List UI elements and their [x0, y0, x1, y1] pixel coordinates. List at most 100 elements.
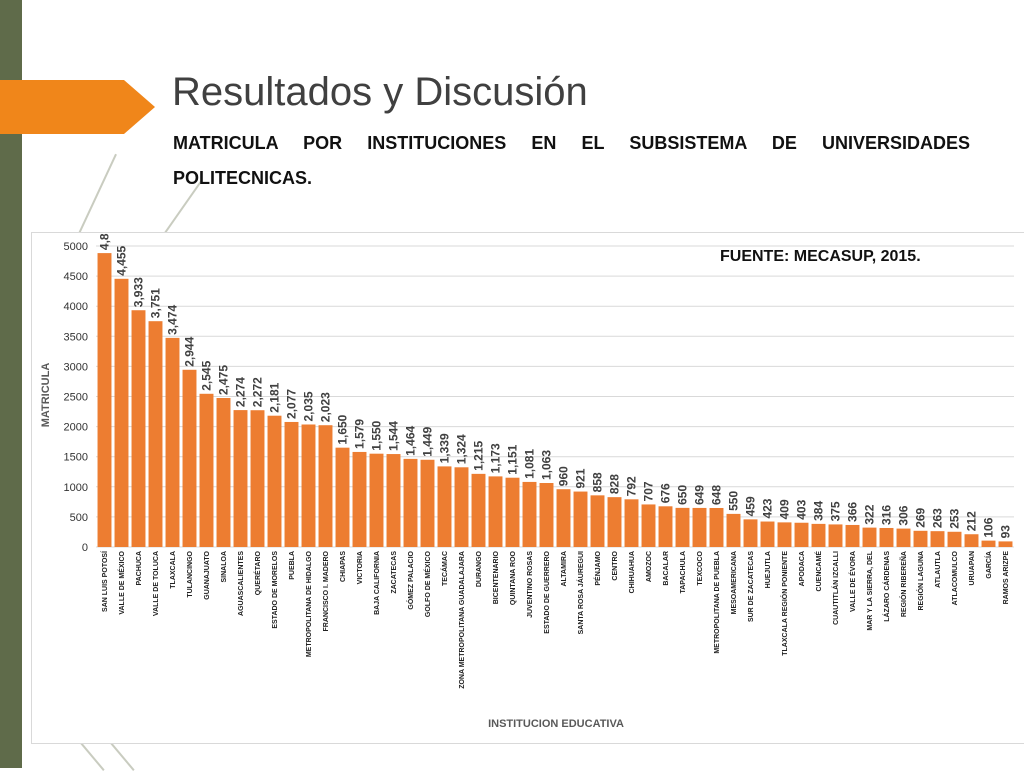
y-axis-ticks: 0 500 1000 1500 2000 2500 3000 3500 4000 4500 5000	[64, 241, 88, 554]
value-label: 1,081	[523, 449, 537, 479]
value-label: 2,077	[285, 389, 299, 419]
bar	[607, 497, 622, 547]
x-tick-label: PUEBLA	[289, 551, 296, 580]
value-label: 423	[761, 498, 775, 518]
bar	[930, 531, 945, 547]
value-label: 212	[965, 511, 979, 531]
x-tick-label: QUERÉTARO	[253, 550, 262, 595]
x-tick-label: CHIHUAHUA	[629, 551, 636, 593]
x-tick-label: GUANAJUATO	[204, 550, 211, 599]
bar	[692, 507, 707, 547]
value-label: 550	[727, 491, 741, 511]
x-tick-label: GOLFO DE MÉXICO	[423, 550, 432, 617]
x-tick-label: VALLE DE ÉVORA	[848, 551, 857, 612]
bar	[199, 393, 214, 547]
value-label: 409	[778, 499, 792, 519]
x-tick-label: TEXCOCO	[697, 550, 704, 585]
slide-title: Resultados y Discusión	[172, 70, 588, 114]
slide-subtitle: MATRICULA POR INSTITUCIONES EN EL SUBSIS…	[173, 133, 970, 188]
x-tick-label: TAPACHULA	[680, 551, 687, 594]
y-tick-label: 3500	[64, 331, 88, 343]
y-tick-label: 5000	[64, 241, 88, 253]
value-label: 1,579	[353, 419, 367, 449]
value-label: 4,882	[98, 233, 112, 250]
value-label: 676	[659, 483, 673, 503]
value-label: 306	[897, 505, 911, 525]
bar	[216, 398, 231, 547]
chart-container: 0 500 1000 1500 2000 2500 3000 3500 4000 4500 5000…	[31, 220, 1024, 744]
bar	[182, 369, 197, 547]
x-tick-label: MAR Y LA SIERRA, DEL	[867, 550, 874, 630]
x-tick-label: METROPOLITANA DE PUEBLA	[714, 551, 721, 654]
y-tick-label: 4500	[64, 271, 88, 283]
bar	[335, 447, 350, 547]
bar	[794, 522, 809, 547]
bar	[301, 424, 316, 547]
bar	[828, 524, 843, 547]
bar	[131, 310, 146, 547]
bar	[522, 481, 537, 547]
x-tick-label: TLAXCALA	[170, 551, 177, 589]
bar	[97, 253, 112, 547]
x-tick-label: DURANGO	[476, 550, 483, 587]
bar	[743, 519, 758, 547]
value-label: 2,545	[200, 360, 214, 390]
x-tick-label: LÁZARO CÁRDENAS	[882, 551, 891, 622]
x-tick-label: JUVENTINO ROSAS	[527, 551, 534, 618]
x-tick-label: HUEJUTLA	[765, 551, 772, 588]
bar	[403, 458, 418, 547]
value-label: 707	[642, 481, 656, 501]
x-tick-label: APODACA	[799, 551, 806, 586]
value-label: 2,181	[268, 382, 282, 412]
x-tick-label: ESTADO DE GUERRERO	[544, 550, 551, 633]
value-label: 269	[914, 507, 928, 527]
x-tick-label: TLAXCALA REGIÓN PONIENTE	[780, 551, 789, 656]
value-label: 375	[829, 501, 843, 521]
x-tick-label: URUAPAN	[969, 551, 976, 585]
bar	[386, 454, 401, 547]
value-label: 648	[710, 485, 724, 505]
bar	[845, 524, 860, 547]
side-accent-bar	[0, 0, 22, 768]
value-label: 1,544	[387, 421, 401, 451]
x-tick-label: ATLAUTLA	[935, 551, 942, 588]
x-tick-label: BICENTENARIO	[493, 550, 500, 604]
bar	[369, 453, 384, 547]
bar	[352, 451, 367, 547]
bar	[964, 534, 979, 547]
bar	[267, 415, 282, 547]
bar	[165, 337, 180, 547]
bar	[726, 513, 741, 547]
bar	[488, 476, 503, 547]
bar	[437, 466, 452, 547]
bar	[947, 531, 962, 547]
x-tick-label: REGIÓN LAGUNA	[916, 551, 925, 611]
x-tick-label: TECÁMAC	[440, 551, 449, 586]
value-label: 650	[676, 485, 690, 505]
bar	[811, 523, 826, 547]
bar	[590, 495, 605, 547]
bar	[760, 521, 775, 547]
x-tick-label: METROPOLITANA DE HIDALGO	[306, 550, 313, 657]
x-tick-label: SANTA ROSA JÁUREGUI	[576, 551, 585, 634]
y-tick-label: 3000	[64, 361, 88, 373]
y-axis-label: MATRICULA	[40, 363, 52, 428]
value-label: 3,474	[166, 305, 180, 335]
bar	[114, 278, 129, 547]
value-label: 858	[591, 472, 605, 492]
y-tick-label: 4000	[64, 301, 88, 313]
value-label: 403	[795, 499, 809, 519]
x-tick-label: ZONA METROPOLITANA GUADALAJARA	[459, 551, 466, 689]
x-tick-label: SINALOA	[221, 551, 228, 583]
y-tick-label: 0	[82, 542, 88, 554]
value-label: 2,023	[319, 392, 333, 422]
bar	[981, 540, 996, 547]
value-label: 3,751	[149, 288, 163, 318]
bar	[556, 489, 571, 547]
bar	[641, 504, 656, 547]
chart-source: FUENTE: MECASUP, 2015.	[720, 248, 921, 265]
bars	[97, 253, 1013, 547]
value-label: 384	[812, 501, 826, 521]
gridlines	[96, 245, 1014, 548]
